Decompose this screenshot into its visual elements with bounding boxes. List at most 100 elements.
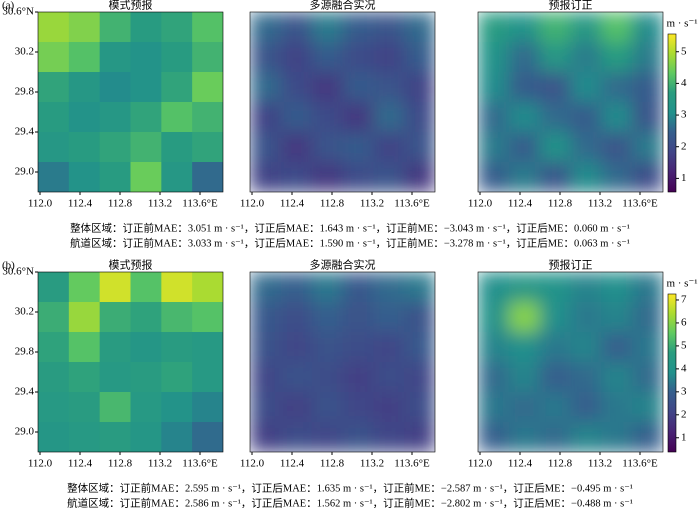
heatmap-field [478,12,663,192]
heatmap-cell [280,12,313,43]
heatmap-cell [508,162,541,192]
heatmap-cell [99,42,131,73]
x-tick-label: 112.4 [68,458,93,470]
colorbar-tick-label: 1 [681,172,687,184]
heatmap-cell [99,362,131,393]
heatmap-cell [311,12,343,43]
y-tick-label: 30.2 [15,306,34,318]
heatmap-cell [478,332,510,363]
heatmap-cell [99,332,131,363]
x-tick-label: 113.6°E [622,458,658,470]
x-tick-label: 112.0 [240,458,265,470]
caption: 航道区域：订正前MAE：3.033 m · s⁻¹，订正后MAE：1.590 m… [70,236,630,249]
heatmap-cell [311,162,343,192]
heatmap-cell [539,162,571,192]
heatmap-cell [570,362,602,393]
heatmap [38,12,223,192]
heatmap-cell [342,392,374,423]
heatmap-cell [250,302,282,333]
heatmap-cell [130,392,162,423]
heatmap-cell [404,302,435,333]
heatmap-cell [38,422,70,452]
heatmap-cell [280,162,313,192]
heatmap-cell [632,42,663,73]
heatmap-cell [508,132,541,163]
panel-title: 预报订正 [549,0,593,12]
x-tick-label: 113.6°E [622,198,658,210]
heatmap-cell [250,102,282,133]
heatmap-cell [68,42,101,73]
heatmap-cell [373,362,405,393]
heatmap-cell [99,162,131,192]
heatmap-cell [38,302,70,333]
heatmap-cell [130,132,162,163]
heatmap-cell [570,162,602,192]
heatmap-cell [161,132,193,163]
colorbar-tick-label: 5 [681,45,687,57]
heatmap-cell [130,72,162,103]
heatmap-cell [130,102,162,133]
heatmap-cell [508,422,541,452]
heatmap-cell [601,302,633,333]
heatmap-cell [478,102,510,133]
heatmap-cell [68,162,101,192]
heatmap-cell [570,42,602,73]
colorbar-tick-label: 4 [681,77,687,89]
heatmap-cell [192,12,223,43]
heatmap-cell [404,132,435,163]
heatmap-cell [250,332,282,363]
heatmap-cell [539,72,571,103]
heatmap-cell [280,302,313,333]
heatmap-cell [478,42,510,73]
heatmap-cell [342,42,374,73]
colorbar [667,33,677,193]
heatmap-cell [570,102,602,133]
heatmap-cell [311,422,343,452]
heatmap-cell [192,162,223,192]
heatmap-cell [601,42,633,73]
heatmap-cell [632,302,663,333]
x-tick-label: 112.8 [320,198,345,210]
heatmap-cell [373,162,405,192]
heatmap-cell [508,362,541,393]
heatmap-cell [373,302,405,333]
heatmap-cell [130,12,162,43]
y-tick-label: 29.0 [15,166,35,178]
heatmap-cell [161,102,193,133]
heatmap-cell [280,272,313,303]
colorbar-unit: m · s⁻¹ [666,278,697,290]
heatmap-cell [68,422,101,452]
heatmap-cell [404,422,435,452]
heatmap-cell [373,422,405,452]
heatmap-cell [250,12,282,43]
heatmap-cell [192,302,223,333]
heatmap-cell [373,102,405,133]
heatmap-cell [342,12,374,43]
panel-title: 模式预报 [109,258,153,272]
heatmap-cell [373,132,405,163]
heatmap-cell [192,102,223,133]
x-tick-label: 113.6°E [394,458,430,470]
heatmap-cell [311,272,343,303]
heatmap-cell [539,392,571,423]
heatmap-cell [478,392,510,423]
heatmap-cell [161,12,193,43]
heatmap-cell [280,72,313,103]
x-tick-label: 113.2 [360,458,384,470]
heatmap-cell [508,72,541,103]
heatmap-cell [632,362,663,393]
x-tick-label: 112.0 [240,198,265,210]
heatmap-cell [130,302,162,333]
heatmap-cell [38,392,70,423]
y-tick-label: 30.2 [15,46,34,58]
heatmap-cell [601,162,633,192]
heatmap-cell [311,42,343,73]
x-tick-label: 112.0 [28,458,53,470]
colorbar-tick-label: 7 [681,294,687,306]
heatmap-cell [508,12,541,43]
caption: 整体区域：订正前MAE：2.595 m · s⁻¹，订正后MAE：1.635 m… [67,481,633,494]
x-tick-label: 112.4 [68,198,93,210]
heatmap-cell [539,12,571,43]
heatmap-cell [601,272,633,303]
heatmap-cell [280,392,313,423]
